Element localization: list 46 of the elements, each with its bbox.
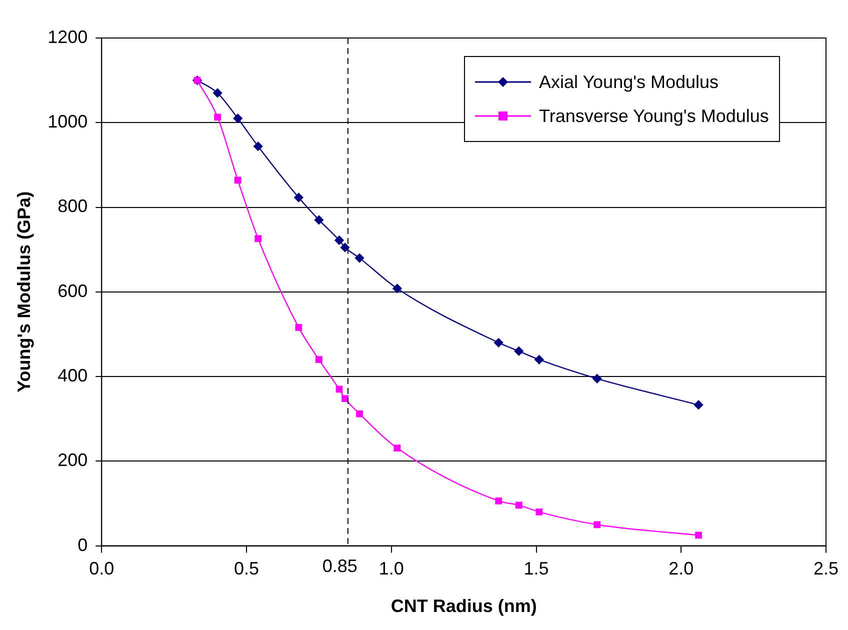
point [342, 395, 348, 402]
point [254, 142, 263, 151]
point [316, 356, 322, 364]
y-tick-label: 0 [78, 534, 88, 555]
ref-line-label: 0.85 [322, 556, 358, 576]
point [233, 114, 242, 123]
legend-label: Axial Young's Modulus [539, 71, 719, 94]
point [294, 192, 304, 202]
point [212, 88, 222, 98]
x-axis-title: CNT Radius (nm) [390, 596, 537, 616]
point [314, 215, 324, 225]
point [694, 400, 704, 410]
point [515, 502, 522, 509]
x-tick-label: 1.5 [524, 558, 549, 579]
point [340, 242, 350, 252]
point [254, 235, 262, 242]
x-tick-label: 0.5 [234, 558, 260, 579]
point [495, 498, 502, 504]
point [295, 324, 302, 331]
y-tick-label: 1000 [48, 112, 88, 132]
point [534, 355, 544, 364]
point [695, 532, 702, 539]
x-tick-label: 2.0 [668, 558, 694, 579]
y-axis-title: Young's Modulus (GPa) [14, 191, 34, 392]
y-tick-label: 400 [58, 366, 88, 386]
point [514, 346, 524, 356]
point [592, 374, 602, 384]
point [394, 444, 401, 452]
point [214, 114, 221, 121]
y-tick-label: 1200 [48, 26, 88, 47]
y-tick-label: 800 [58, 196, 88, 216]
point [494, 338, 504, 348]
point [594, 521, 601, 528]
point [354, 253, 364, 263]
point [334, 236, 344, 245]
y-tick-label: 200 [58, 450, 88, 470]
point [356, 410, 363, 418]
legend-label: Transverse Young's Modulus [539, 105, 769, 128]
x-tick-label: 2.5 [813, 558, 839, 579]
x-tick-label: 1.0 [378, 558, 404, 579]
point [336, 386, 343, 393]
point [234, 176, 242, 184]
x-tick-label: 0.0 [89, 558, 114, 579]
point [392, 284, 402, 294]
y-tick-label: 600 [58, 280, 88, 301]
point [536, 508, 543, 516]
